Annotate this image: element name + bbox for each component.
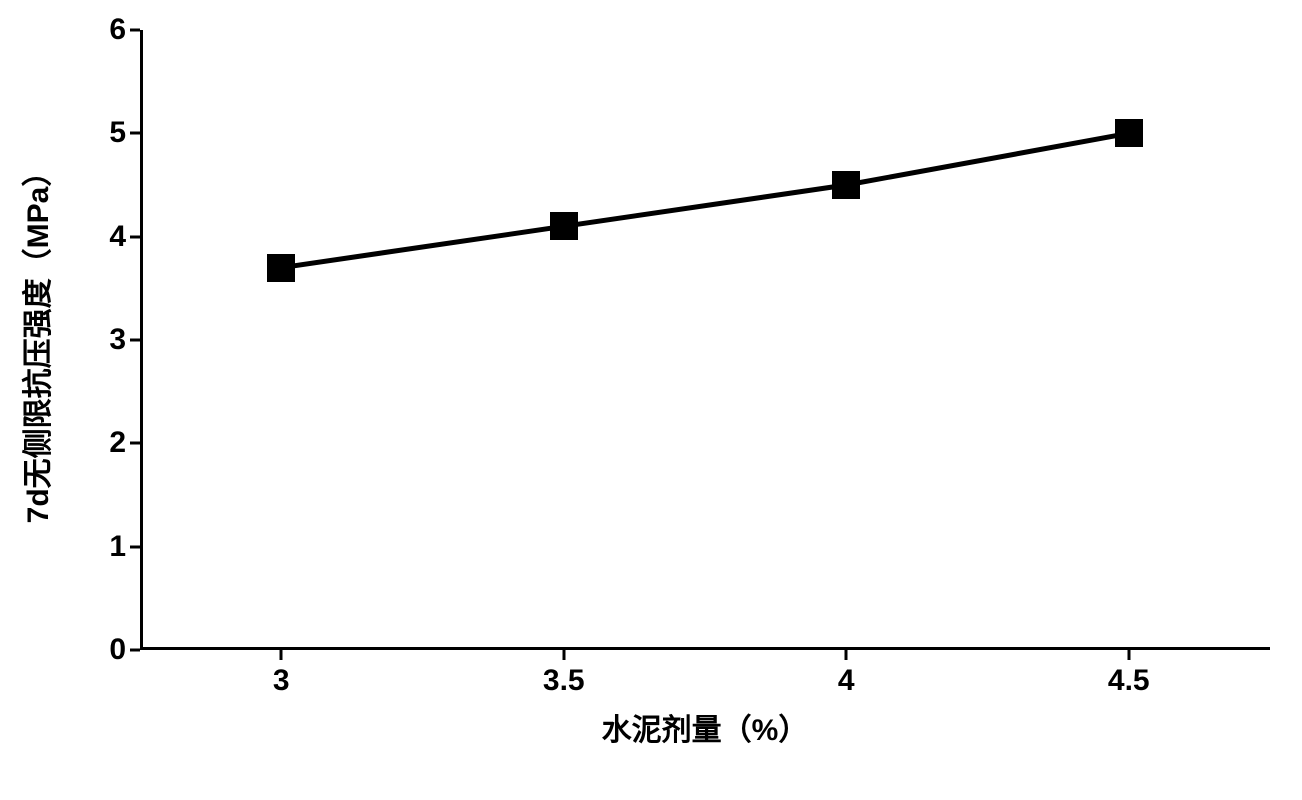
series-line	[140, 30, 1270, 650]
y-tick-mark	[130, 29, 140, 32]
y-tick-mark	[130, 235, 140, 238]
x-axis-label: 水泥剂量（%）	[602, 705, 809, 749]
y-tick-label: 1	[109, 530, 126, 564]
x-tick-label: 3.5	[543, 664, 585, 698]
y-tick-mark	[130, 545, 140, 548]
y-tick-label: 6	[109, 13, 126, 47]
data-marker	[550, 212, 578, 240]
data-marker	[267, 254, 295, 282]
data-marker	[1115, 119, 1143, 147]
y-tick-mark	[130, 442, 140, 445]
y-tick-mark	[130, 132, 140, 135]
x-tick-label: 3	[273, 664, 290, 698]
data-marker	[832, 171, 860, 199]
y-axis-label: 7d无侧限抗压强度（MPa）	[13, 157, 57, 524]
chart-container: 7d无侧限抗压强度（MPa） 水泥剂量（%） 012345633.544.5	[0, 0, 1302, 800]
y-tick-mark	[130, 339, 140, 342]
plot-area: 012345633.544.5	[140, 30, 1270, 650]
x-tick-label: 4	[838, 664, 855, 698]
data-line	[281, 133, 1129, 267]
y-tick-label: 5	[109, 116, 126, 150]
x-tick-mark	[1127, 650, 1130, 660]
y-tick-label: 3	[109, 323, 126, 357]
y-tick-mark	[130, 649, 140, 652]
y-tick-label: 2	[109, 426, 126, 460]
y-tick-label: 4	[109, 220, 126, 254]
x-tick-mark	[562, 650, 565, 660]
x-tick-mark	[280, 650, 283, 660]
x-tick-mark	[845, 650, 848, 660]
y-tick-label: 0	[109, 633, 126, 667]
x-tick-label: 4.5	[1108, 664, 1150, 698]
